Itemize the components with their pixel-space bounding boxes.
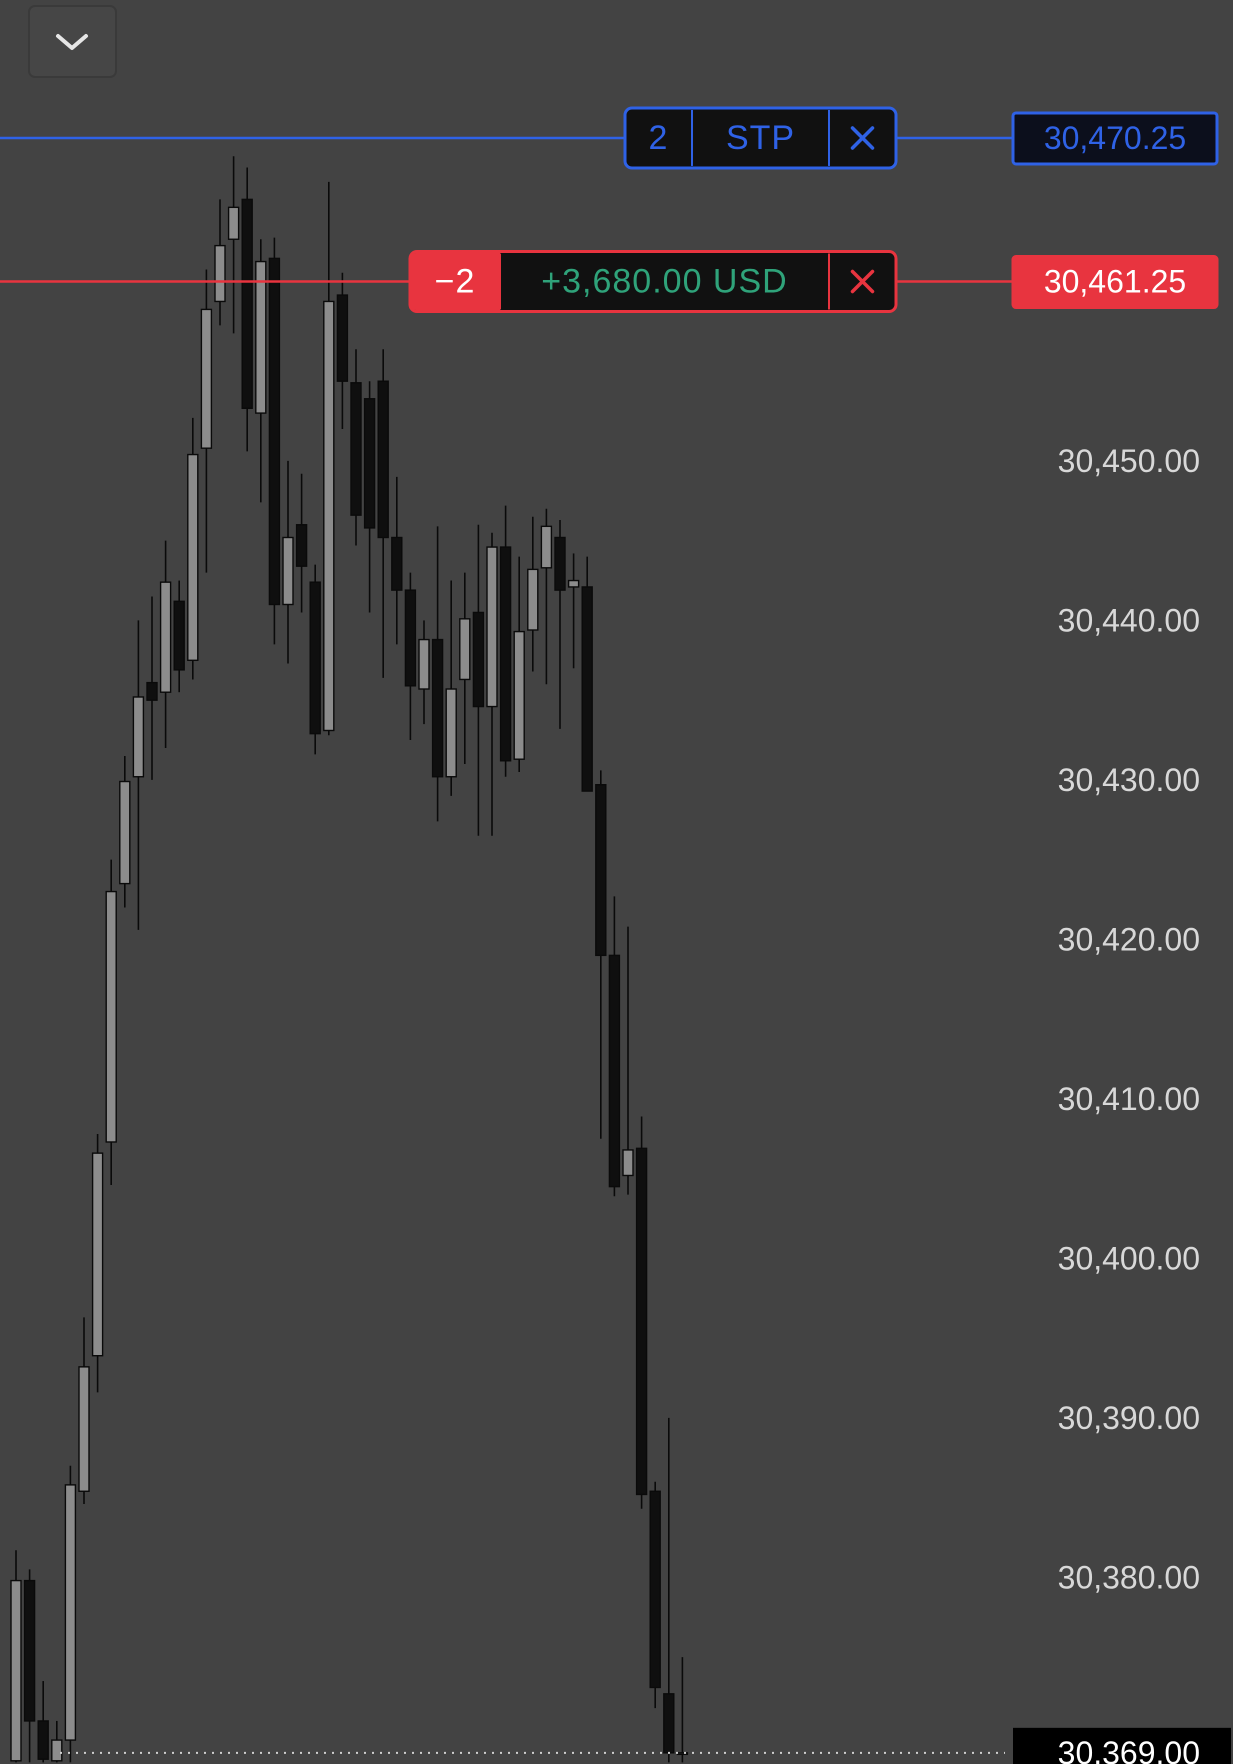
- candle-body: [486, 546, 498, 708]
- candle-body: [622, 1149, 634, 1177]
- position-pnl: +3,680.00 USD: [541, 263, 787, 301]
- candle-body: [499, 546, 512, 762]
- candle-body: [336, 294, 349, 382]
- candle-body: [214, 244, 226, 303]
- candle-body: [255, 260, 267, 414]
- position-price-box: [1011, 255, 1219, 310]
- y-tick-label: 30,440.00: [1058, 602, 1200, 638]
- candle-body: [663, 1693, 675, 1754]
- candle-body: [635, 1147, 648, 1496]
- candle-body: [159, 581, 172, 693]
- position-price-label: 30,461.25: [1044, 264, 1186, 300]
- candle-body: [581, 586, 593, 792]
- candle-body: [323, 300, 335, 732]
- close-icon[interactable]: [850, 269, 875, 294]
- stop_order-tag[interactable]: 2 STP: [623, 106, 898, 170]
- candle-body: [527, 568, 539, 631]
- candle-body: [309, 581, 321, 735]
- candle-body: [445, 688, 457, 778]
- candle-body: [363, 398, 376, 529]
- y-tick-label: 30,400.00: [1058, 1240, 1200, 1276]
- candle-body: [554, 536, 566, 591]
- last-price-box: [1013, 1727, 1231, 1764]
- candle-body: [649, 1490, 661, 1689]
- candle-body: [418, 638, 430, 690]
- candle-body: [200, 308, 213, 449]
- candle-body: [472, 611, 485, 708]
- candle-body: [78, 1366, 90, 1492]
- candle-body: [227, 206, 240, 240]
- candle-body: [513, 630, 525, 760]
- button-frame[interactable]: [28, 5, 117, 78]
- order-type: STP: [726, 119, 795, 157]
- tag-segment-bg: [410, 253, 500, 311]
- candle-body: [187, 453, 199, 662]
- y-tick-label: 30,410.00: [1058, 1081, 1200, 1117]
- y-tick-label: 30,450.00: [1058, 443, 1200, 479]
- stop_order-price-label: 30,470.25: [1044, 120, 1186, 156]
- y-tick-label: 30,430.00: [1058, 762, 1200, 798]
- candle-body: [540, 525, 553, 569]
- order-quantity: 2: [649, 119, 669, 157]
- chevron-icon: [56, 34, 88, 50]
- stop_order-price-box: [1011, 111, 1219, 166]
- candle-body: [146, 681, 158, 701]
- candle-body: [173, 600, 185, 671]
- candle-body: [431, 638, 444, 778]
- position-quantity: −2: [435, 263, 476, 301]
- y-tick-label: 30,420.00: [1058, 921, 1200, 957]
- candle-body: [132, 696, 145, 778]
- candle-body: [567, 579, 580, 588]
- candle-body: [377, 380, 389, 539]
- last-price-label: 30,369.00: [1058, 1735, 1200, 1764]
- candle-body: [241, 198, 253, 410]
- candle-body: [404, 589, 417, 687]
- candle-body: [91, 1152, 104, 1357]
- candle-body: [51, 1739, 63, 1762]
- candle-body: [10, 1579, 22, 1762]
- candle-body: [608, 954, 621, 1188]
- y-tick-label: 30,390.00: [1058, 1400, 1200, 1436]
- candle-body: [282, 536, 294, 606]
- candle-body: [295, 524, 308, 567]
- close-icon[interactable]: [850, 126, 875, 150]
- candle-body: [105, 890, 117, 1143]
- candle-body: [64, 1484, 77, 1741]
- candle-body: [350, 382, 362, 516]
- candle-body: [595, 784, 607, 957]
- candle-body: [119, 780, 131, 885]
- candle-body: [37, 1720, 49, 1760]
- position-tag[interactable]: −2 +3,680.00 USD: [408, 250, 898, 314]
- candle-body: [268, 257, 281, 606]
- candle-body: [459, 618, 471, 681]
- collapse-button[interactable]: [28, 5, 117, 78]
- candle-body: [23, 1579, 36, 1722]
- y-tick-label: 30,380.00: [1058, 1559, 1200, 1595]
- candle-body: [391, 536, 403, 591]
